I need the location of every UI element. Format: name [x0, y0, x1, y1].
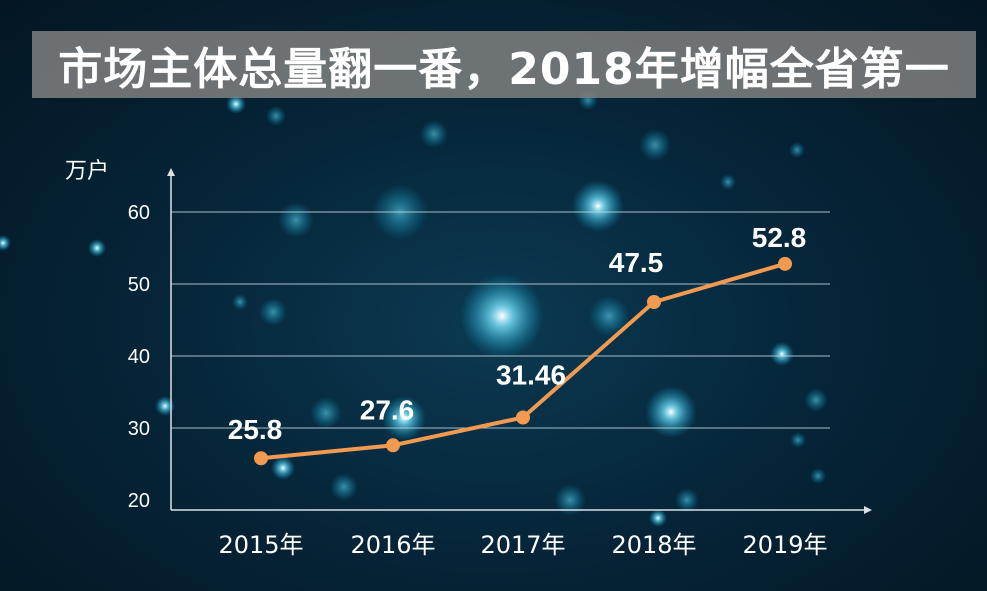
y-tick-label: 40 — [128, 346, 150, 368]
data-label: 52.8 — [752, 222, 807, 253]
x-axis-arrow — [864, 506, 872, 514]
data-point — [516, 410, 530, 425]
x-tick-label: 2017年 — [480, 531, 565, 559]
data-label: 31.46 — [496, 359, 566, 390]
data-label: 47.5 — [609, 247, 664, 278]
data-point — [647, 295, 661, 309]
x-tick-label: 2015年 — [218, 531, 303, 559]
y-tick-label: 50 — [128, 274, 150, 296]
y-axis-label: 万户 — [65, 159, 109, 184]
y-axis-arrow — [167, 168, 175, 176]
data-label: 25.8 — [228, 414, 283, 445]
title-banner: 市场主体总量翻一番，2018年增幅全省第一 — [32, 31, 976, 98]
page-title: 市场主体总量翻一番，2018年增幅全省第一 — [58, 43, 950, 95]
data-point — [254, 451, 268, 466]
data-label: 27.6 — [360, 394, 415, 425]
x-tick-label: 2018年 — [611, 531, 696, 559]
y-tick-label: 30 — [128, 418, 150, 440]
data-point — [386, 438, 400, 453]
y-tick-label: 20 — [128, 490, 150, 512]
data-point — [778, 256, 792, 271]
y-tick-label: 60 — [128, 202, 150, 224]
x-tick-label: 2016年 — [350, 531, 435, 559]
x-tick-label: 2019年 — [742, 531, 827, 559]
